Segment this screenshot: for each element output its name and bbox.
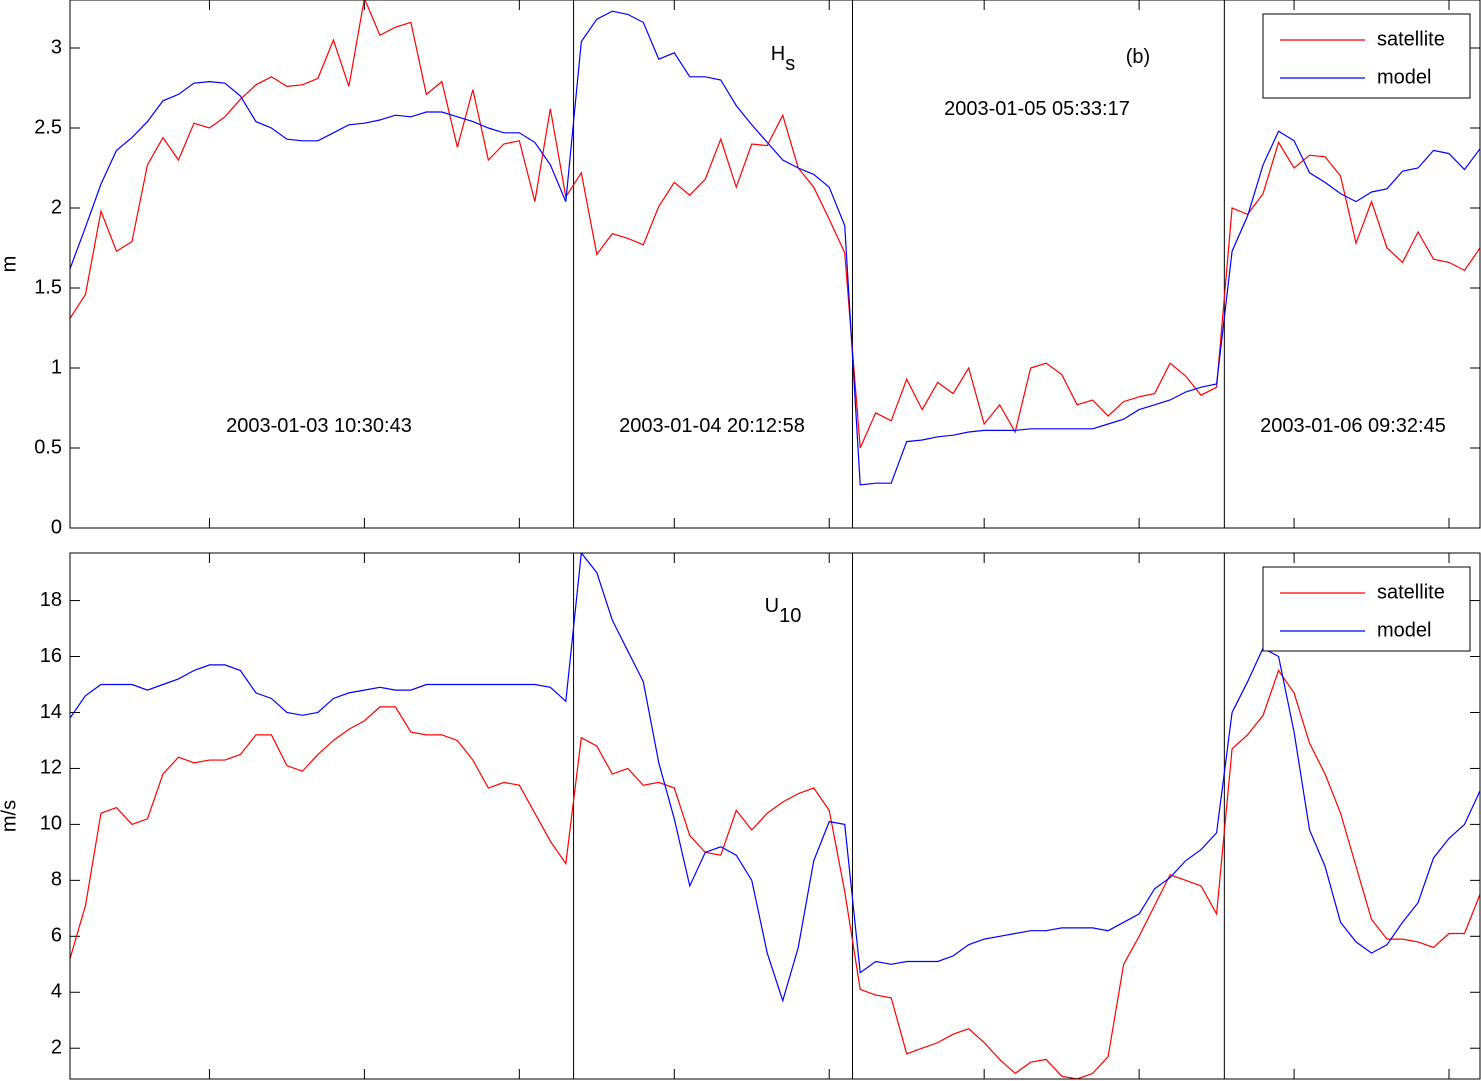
- annotation-subscript: s: [785, 53, 795, 75]
- y-tick-label: 4: [51, 981, 62, 1003]
- annotation: 2003-01-04 20:12:58: [619, 415, 805, 437]
- y-tick-label: 10: [40, 813, 62, 835]
- annotation-text: H: [771, 43, 785, 65]
- annotation-text: 2003-01-03 10:30:43: [226, 415, 412, 437]
- annotation-text: (b): [1126, 46, 1150, 68]
- data-line: [70, 10, 1480, 486]
- plot-area: [70, 553, 1480, 1079]
- y-tick-label: 6: [51, 925, 62, 947]
- y-tick-label: 16: [40, 645, 62, 667]
- axes-frame: [69, 552, 1481, 1080]
- legend-label: satellite: [1377, 28, 1445, 50]
- legend-box: [1262, 13, 1471, 99]
- annotation-text: 2003-01-05 05:33:17: [944, 98, 1130, 120]
- annotation: 2003-01-06 09:32:45: [1260, 415, 1446, 437]
- annotation-subscript: 10: [779, 605, 801, 627]
- y-tick-label: 18: [40, 589, 62, 611]
- y-axis-label: m: [0, 256, 20, 273]
- y-tick-label: 12: [40, 757, 62, 779]
- y-tick-label: 2.5: [34, 116, 62, 138]
- y-tick-label: 8: [51, 869, 62, 891]
- annotation-text: 2003-01-06 09:32:45: [1260, 415, 1446, 437]
- axes-frame: [69, 0, 1481, 529]
- y-tick-label: 1: [51, 356, 62, 378]
- annotation: (b): [1126, 46, 1150, 68]
- legend-label: model: [1377, 66, 1431, 88]
- y-tick-label: 0: [51, 516, 62, 538]
- data-line: [70, 0, 1480, 449]
- data-line: [70, 553, 1480, 1003]
- y-tick-label: 0.5: [34, 436, 62, 458]
- annotation: 2003-01-03 10:30:43: [226, 415, 412, 437]
- y-axis-label: m/s: [0, 800, 20, 832]
- y-tick-label: 2: [51, 196, 62, 218]
- y-tick-label: 3: [51, 36, 62, 58]
- annotation-text: U: [765, 595, 779, 617]
- legend-label: satellite: [1377, 581, 1445, 603]
- y-tick-label: 14: [40, 701, 62, 723]
- annotation: U10: [765, 595, 802, 627]
- annotation: 2003-01-05 05:33:17: [944, 98, 1130, 120]
- data-line: [70, 669, 1480, 1079]
- y-tick-label: 2: [51, 1037, 62, 1059]
- legend-box: [1262, 566, 1471, 652]
- y-tick-label: 1.5: [34, 276, 62, 298]
- annotation-text: 2003-01-04 20:12:58: [619, 415, 805, 437]
- plot-area: [70, 0, 1480, 528]
- annotation: Hs: [771, 43, 795, 75]
- legend-label: model: [1377, 619, 1431, 641]
